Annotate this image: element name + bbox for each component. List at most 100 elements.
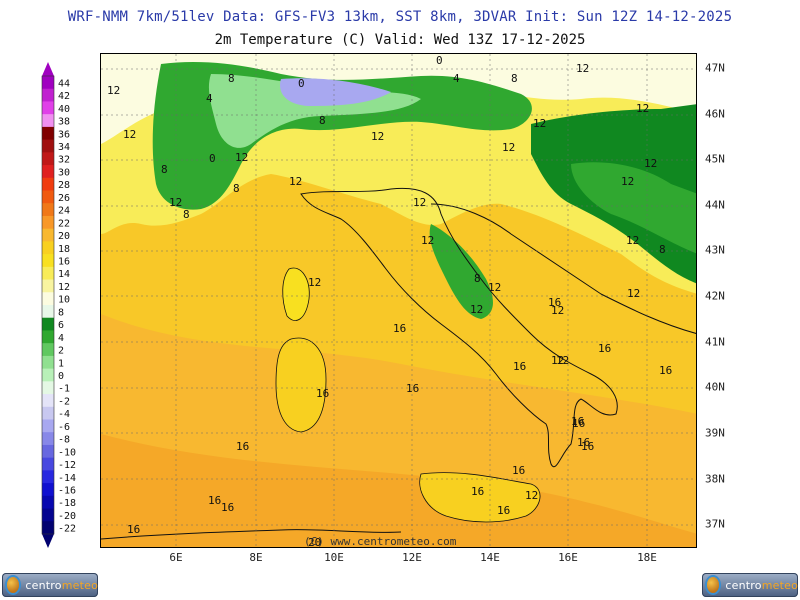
legend-swatch xyxy=(42,177,54,191)
africa-coast xyxy=(101,529,402,540)
lat-label: 46N xyxy=(705,107,725,121)
lon-label: 16E xyxy=(558,551,578,564)
legend-swatch xyxy=(42,330,54,344)
contour-label: 16 xyxy=(512,464,525,477)
contour-label: 16 xyxy=(471,485,484,498)
lat-label: 41N xyxy=(705,335,725,349)
legend-swatch xyxy=(42,88,54,102)
contour-label: 12 xyxy=(626,234,639,247)
legend-label: -10 xyxy=(58,447,76,458)
contour-label: 8 xyxy=(228,72,235,85)
field-valid-title: 2m Temperature (C) Valid: Wed 13Z 17-12-… xyxy=(214,32,586,48)
legend-label: -6 xyxy=(58,422,70,433)
legend-swatch xyxy=(42,483,54,497)
legend-label: 4 xyxy=(58,333,64,344)
legend-swatch xyxy=(42,114,54,128)
legend-label: 42 xyxy=(58,91,70,102)
centrometeo-logo-right[interactable]: centrometeo xyxy=(702,573,798,597)
contour-label: 8 xyxy=(319,114,326,127)
contour-label: 8 xyxy=(161,163,168,176)
legend-swatch xyxy=(42,444,54,459)
contour-label: 16 xyxy=(497,504,510,517)
lat-label: 47N xyxy=(705,61,725,75)
contour-label: 12 xyxy=(533,117,546,130)
legend-label: 44 xyxy=(58,78,70,89)
legend-swatch xyxy=(42,152,54,166)
contour-label: 8 xyxy=(511,72,518,85)
contour-label: 12 xyxy=(421,234,434,247)
contour-label: 16 xyxy=(659,364,672,377)
alps-freezing-zone xyxy=(280,78,391,106)
legend-swatch xyxy=(42,203,54,217)
globe-icon xyxy=(7,577,20,593)
legend-swatch xyxy=(42,241,54,255)
contour-label: 12 xyxy=(644,157,657,170)
legend-swatch xyxy=(42,457,54,471)
contour-label: 12 xyxy=(621,175,634,188)
legend-swatch xyxy=(42,254,54,268)
legend-label: 2 xyxy=(58,346,64,357)
legend-border xyxy=(41,75,55,535)
contour-label: 12 xyxy=(413,196,426,209)
adriatic-coast xyxy=(430,203,696,334)
contour-label: 8 xyxy=(183,208,190,221)
legend-swatch xyxy=(42,355,54,370)
legend-bottom-arrow xyxy=(42,534,54,548)
lat-label: 45N xyxy=(705,152,725,166)
legend-label: -20 xyxy=(58,511,76,522)
contour-label: 16 xyxy=(581,440,594,453)
contour-label: 12 xyxy=(470,303,483,316)
legend-label: 1 xyxy=(58,358,64,369)
legend-label: 6 xyxy=(58,320,64,331)
legend-label: 38 xyxy=(58,117,70,128)
contour-label: 16 xyxy=(316,387,329,400)
legend-swatch xyxy=(42,190,54,204)
legend-swatch xyxy=(42,495,54,510)
contour-label: 16 xyxy=(577,436,590,449)
legend-label: -22 xyxy=(58,524,76,535)
legend-swatch xyxy=(42,165,54,179)
legend-swatch xyxy=(42,139,54,153)
contour-label: 12 xyxy=(308,276,321,289)
model-info-title: WRF-NMM 7km/51lev Data: GFS-FV3 13km, SS… xyxy=(67,9,733,25)
legend-top-arrow xyxy=(42,62,54,76)
legend-swatch xyxy=(42,228,54,242)
contour-label: 16 xyxy=(571,415,584,428)
contour-label: 4 xyxy=(206,92,213,105)
sicily xyxy=(419,472,541,523)
legend-label: -1 xyxy=(58,384,70,395)
legend-label: 14 xyxy=(58,269,70,280)
legend-label: -8 xyxy=(58,435,70,446)
contour-label: 16 xyxy=(406,382,419,395)
lat-label: 42N xyxy=(705,289,725,303)
corsica xyxy=(282,267,310,321)
centrometeo-logo-left[interactable]: centrometeo xyxy=(2,573,98,597)
copyright-watermark: (C) www.centrometeo.com xyxy=(304,535,457,548)
italy-coastline xyxy=(300,187,618,467)
map-canvas: 12 12 4 0 8 0 4 8 8 12 12 12 12 12 12 12… xyxy=(101,54,696,547)
contour-label: 16 xyxy=(127,523,140,536)
legend-label: -4 xyxy=(58,409,70,420)
lat-label: 43N xyxy=(705,243,725,257)
legend-label: 8 xyxy=(58,307,64,318)
contour-label: 4 xyxy=(453,72,460,85)
contour-label: 16 xyxy=(208,494,221,507)
legend-swatch xyxy=(42,508,54,522)
temperature-map: 12 12 4 0 8 0 4 8 8 12 12 12 12 12 12 12… xyxy=(100,53,697,548)
legend-swatch xyxy=(42,406,54,420)
contour-label: 12 xyxy=(488,281,501,294)
legend-swatch xyxy=(42,521,54,535)
legend-swatch xyxy=(42,368,54,382)
contour-label: 16 xyxy=(393,322,406,335)
contour-label: 16 xyxy=(548,296,561,309)
legend-label: 12 xyxy=(58,282,70,293)
legend-swatch xyxy=(42,343,54,357)
contour-label: 8 xyxy=(659,243,666,256)
contour-label: 12 xyxy=(123,128,136,141)
legend-label: -18 xyxy=(58,498,76,509)
legend-label: -14 xyxy=(58,473,76,484)
contour-label: 12 xyxy=(371,130,384,143)
contour-label: 12 xyxy=(169,196,182,209)
balkans-mid-green xyxy=(571,162,696,254)
contour-label: 12 xyxy=(636,102,649,115)
